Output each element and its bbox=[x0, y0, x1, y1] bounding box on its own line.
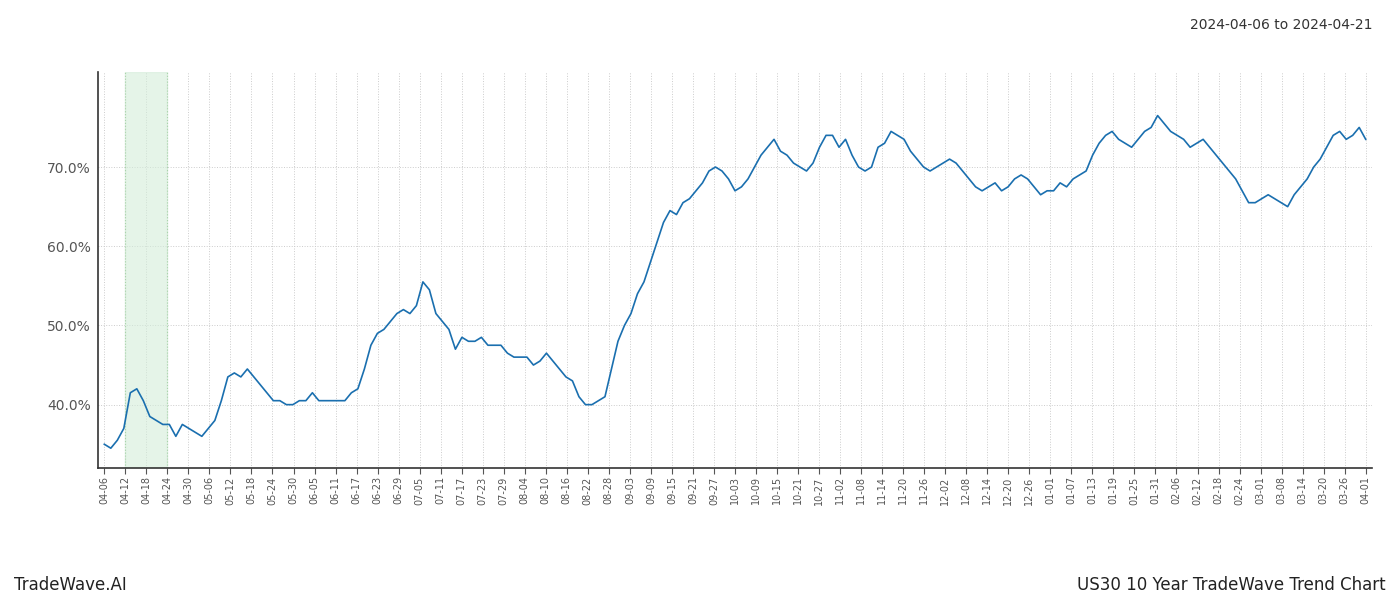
Text: 2024-04-06 to 2024-04-21: 2024-04-06 to 2024-04-21 bbox=[1190, 18, 1372, 32]
Text: US30 10 Year TradeWave Trend Chart: US30 10 Year TradeWave Trend Chart bbox=[1078, 576, 1386, 594]
Bar bbox=[126, 72, 168, 468]
Text: TradeWave.AI: TradeWave.AI bbox=[14, 576, 127, 594]
